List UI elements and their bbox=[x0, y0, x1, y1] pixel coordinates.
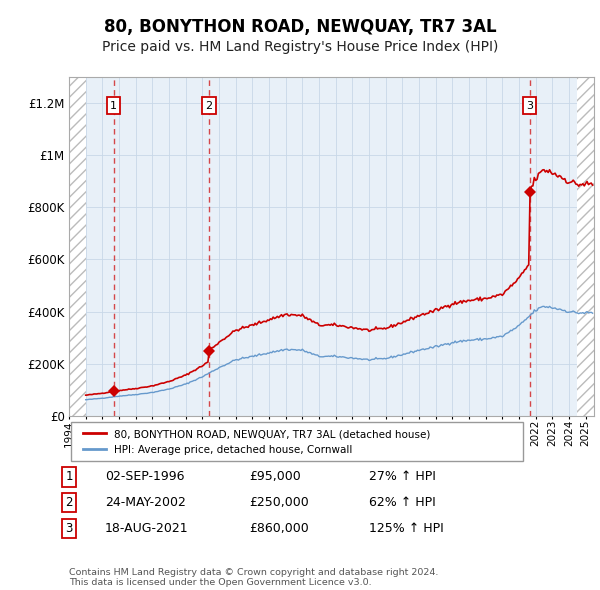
Text: 1: 1 bbox=[65, 470, 73, 483]
Text: 1: 1 bbox=[110, 100, 117, 110]
Text: 3: 3 bbox=[526, 100, 533, 110]
Text: £860,000: £860,000 bbox=[249, 522, 309, 535]
Text: 27% ↑ HPI: 27% ↑ HPI bbox=[369, 470, 436, 483]
FancyBboxPatch shape bbox=[71, 422, 523, 461]
Text: Price paid vs. HM Land Registry's House Price Index (HPI): Price paid vs. HM Land Registry's House … bbox=[102, 40, 498, 54]
Bar bbox=[69, 77, 86, 416]
Text: 02-SEP-1996: 02-SEP-1996 bbox=[105, 470, 185, 483]
Legend: 80, BONYTHON ROAD, NEWQUAY, TR7 3AL (detached house), HPI: Average price, detach: 80, BONYTHON ROAD, NEWQUAY, TR7 3AL (det… bbox=[79, 425, 435, 459]
Text: 3: 3 bbox=[65, 522, 73, 535]
Text: 18-AUG-2021: 18-AUG-2021 bbox=[105, 522, 188, 535]
Text: 24-MAY-2002: 24-MAY-2002 bbox=[105, 496, 186, 509]
Bar bbox=[577, 77, 594, 416]
Text: 2: 2 bbox=[205, 100, 212, 110]
Text: 62% ↑ HPI: 62% ↑ HPI bbox=[369, 496, 436, 509]
Text: £95,000: £95,000 bbox=[249, 470, 301, 483]
Text: Contains HM Land Registry data © Crown copyright and database right 2024.
This d: Contains HM Land Registry data © Crown c… bbox=[69, 568, 439, 587]
Text: 125% ↑ HPI: 125% ↑ HPI bbox=[369, 522, 444, 535]
Text: 80, BONYTHON ROAD, NEWQUAY, TR7 3AL: 80, BONYTHON ROAD, NEWQUAY, TR7 3AL bbox=[104, 18, 496, 35]
Text: £250,000: £250,000 bbox=[249, 496, 309, 509]
Text: 2: 2 bbox=[65, 496, 73, 509]
